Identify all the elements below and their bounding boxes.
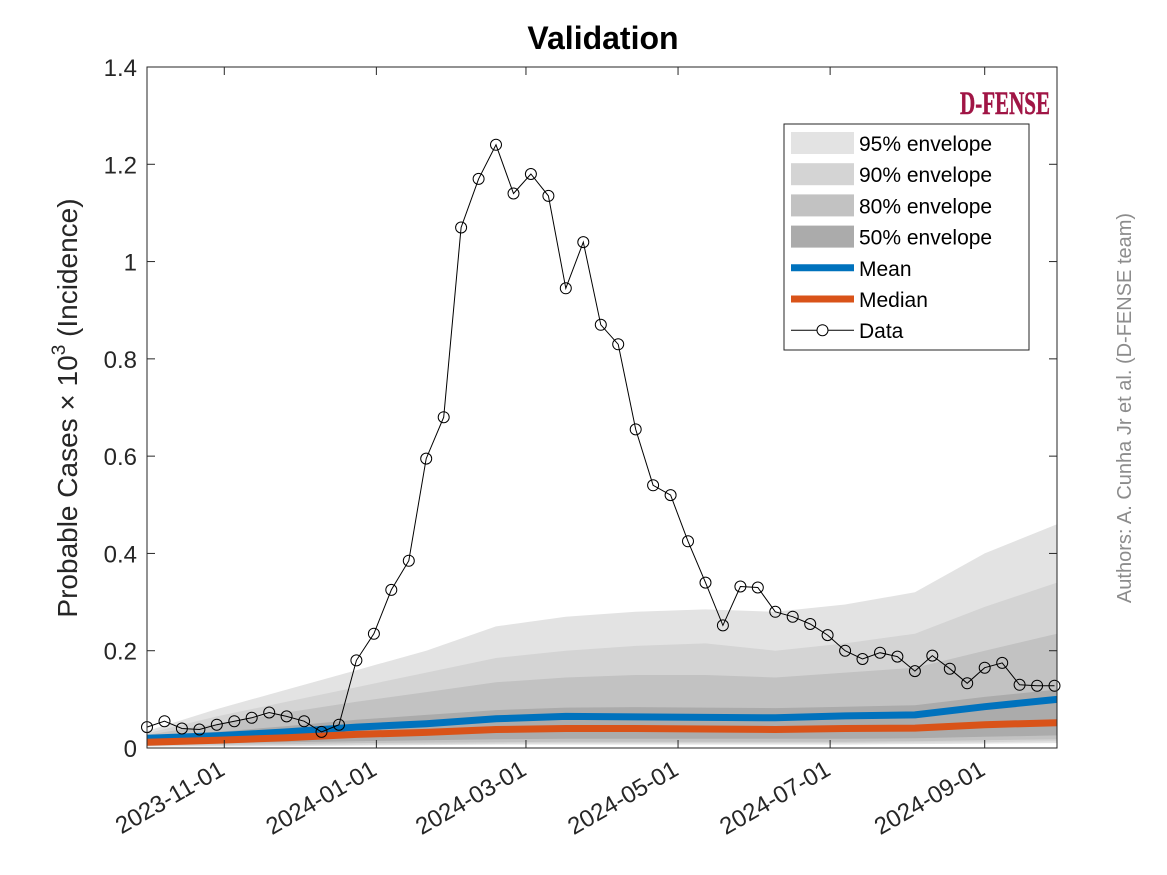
data-point bbox=[664, 489, 677, 502]
axes-box bbox=[146, 66, 1058, 749]
data-point bbox=[856, 653, 869, 665]
data-point bbox=[961, 677, 974, 690]
data-point bbox=[524, 168, 537, 180]
data-point bbox=[804, 618, 817, 630]
x-tick-label: 2024-09-01 bbox=[870, 756, 990, 841]
observed-series bbox=[141, 138, 1061, 738]
data-point bbox=[629, 423, 642, 436]
data-point bbox=[769, 605, 782, 618]
model-lines bbox=[146, 695, 1058, 746]
y-tick-label: 1.4 bbox=[104, 55, 137, 82]
data-point bbox=[298, 715, 311, 728]
y-tick-label: 0 bbox=[124, 736, 137, 763]
data-point bbox=[996, 656, 1009, 669]
y-tick-label: 1 bbox=[124, 250, 137, 277]
legend-label: 80% envelope bbox=[859, 195, 992, 218]
data-point bbox=[490, 138, 502, 151]
y-axis-label-main: Probable Cases × 10 bbox=[52, 355, 83, 617]
y-axis-label-exponent: 3 bbox=[49, 345, 70, 356]
data-point bbox=[175, 722, 188, 735]
data-point bbox=[978, 661, 991, 674]
plot-area bbox=[141, 138, 1061, 747]
y-tick-label: 0.4 bbox=[104, 541, 137, 568]
legend-swatch bbox=[791, 194, 854, 217]
data-point bbox=[280, 710, 293, 723]
y-tick-label: 0.2 bbox=[104, 639, 137, 666]
y-axis-label-suffix: (Incidence) bbox=[52, 198, 83, 344]
data-point bbox=[1048, 679, 1061, 692]
data-point bbox=[647, 479, 660, 492]
data-point bbox=[699, 576, 712, 589]
data-point bbox=[333, 718, 345, 731]
x-tick-label: 2023-11-01 bbox=[111, 756, 229, 840]
data-point bbox=[1013, 678, 1026, 691]
data-point bbox=[682, 535, 694, 548]
data-point bbox=[786, 610, 799, 623]
median-line bbox=[146, 719, 1058, 746]
y-tick-label: 0.6 bbox=[104, 444, 137, 471]
data-point bbox=[821, 629, 834, 642]
legend-label: Median bbox=[859, 289, 928, 312]
legend-label: 95% envelope bbox=[859, 133, 992, 156]
data-line bbox=[146, 143, 1055, 733]
data-point bbox=[507, 187, 520, 200]
data-point bbox=[263, 706, 276, 719]
y-tick-label: 1.2 bbox=[104, 152, 137, 179]
author-credit: Authors: A. Cunha Jr et al. (D-FENSE tea… bbox=[1114, 213, 1136, 603]
axes bbox=[146, 66, 1058, 749]
data-point bbox=[594, 318, 607, 331]
legend: 95% envelope 90% envelope 80% envelope 50% … bbox=[783, 123, 1030, 351]
legend-marker bbox=[816, 324, 829, 337]
data-point bbox=[1031, 679, 1044, 692]
data-point bbox=[210, 718, 223, 731]
data-point bbox=[577, 236, 590, 249]
mean-line bbox=[146, 695, 1058, 742]
data-point bbox=[926, 649, 939, 662]
legend-label: Mean bbox=[859, 258, 912, 281]
data-point bbox=[420, 452, 433, 465]
data-point bbox=[716, 619, 729, 632]
data-point bbox=[350, 654, 363, 667]
y-axis: 0 0.2 0.4 0.6 0.8 1 1.2 1.4 bbox=[104, 55, 1057, 763]
svg-text:Probable Cases × 103 (Incidenc: Probable Cases × 103 (Incidence) bbox=[49, 198, 83, 617]
x-tick-label: 2024-03-01 bbox=[411, 756, 531, 841]
data-point bbox=[751, 581, 764, 594]
data-point bbox=[385, 583, 398, 596]
y-tick-label: 0.8 bbox=[104, 347, 137, 374]
data-point bbox=[891, 650, 904, 663]
data-point bbox=[402, 554, 415, 567]
data-point bbox=[472, 172, 485, 185]
data-point bbox=[874, 646, 886, 659]
data-point bbox=[839, 644, 852, 657]
y-axis-label: Probable Cases × 103 (Incidence) bbox=[49, 198, 83, 617]
data-point bbox=[158, 715, 171, 728]
data-point bbox=[542, 189, 555, 202]
x-tick-label: 2024-01-01 bbox=[262, 756, 382, 841]
data-point bbox=[437, 411, 450, 424]
data-point bbox=[908, 665, 921, 678]
legend-label: Data bbox=[859, 320, 904, 343]
data-point bbox=[245, 711, 258, 724]
data-point bbox=[367, 627, 380, 640]
x-tick-label: 2024-05-01 bbox=[563, 756, 683, 841]
data-point bbox=[612, 338, 625, 351]
data-point bbox=[455, 221, 468, 234]
data-point bbox=[734, 580, 747, 593]
data-point bbox=[228, 715, 241, 728]
d-fense-logo: D-FENSE bbox=[960, 86, 1050, 122]
data-point bbox=[193, 723, 206, 736]
legend-label: 90% envelope bbox=[859, 164, 992, 187]
x-tick-label: 2024-07-01 bbox=[715, 756, 835, 841]
legend-swatch bbox=[791, 132, 854, 154]
legend-label: 50% envelope bbox=[859, 227, 992, 250]
chart-title: Validation bbox=[527, 20, 678, 56]
legend-swatch bbox=[791, 163, 854, 186]
data-point bbox=[315, 725, 328, 738]
legend-swatch bbox=[791, 225, 854, 248]
data-point bbox=[943, 662, 956, 675]
data-point bbox=[559, 282, 572, 295]
